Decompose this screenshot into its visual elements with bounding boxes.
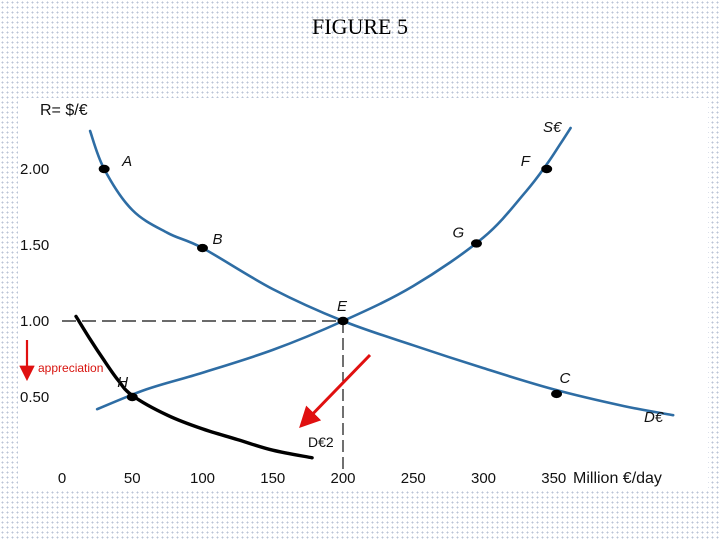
point-b [197,243,208,253]
y-tick-label: 2.00 [20,161,49,178]
point-a [98,164,110,174]
slide-title: FIGURE 5 [312,14,408,39]
point-label-h: H [117,374,128,391]
y-axis-label: R= $/€ [40,102,88,119]
x-tick-label: 150 [260,470,285,487]
demand-curve [88,129,675,417]
point-label-b: B [213,231,223,248]
point-label-g: G [452,224,464,241]
point-g [470,239,482,248]
x-tick-label: 200 [330,470,355,487]
y-tick-label: 1.50 [20,237,49,254]
demand-shift-arrow [299,353,372,429]
point-label-f: F [521,153,531,170]
point-label-e: E [337,298,348,315]
supply-curve [95,126,572,411]
x-tick-label: 50 [124,470,141,487]
shifted-demand-label: D€2 [308,434,334,450]
point-e [337,316,349,326]
x-tick-label: 250 [401,470,426,487]
point-c [551,389,563,399]
x-tick-label: 300 [471,470,496,487]
y-tick-label: 0.50 [20,389,49,406]
point-label-c: C [560,370,571,387]
y-tick-label: 1.00 [20,313,49,330]
chart-panel: 0 50 100 150 200 250 300 350 0.50 1.00 1.50 2.00 A B… [18,98,708,490]
point-label-a: A [121,153,132,170]
supply-curve-label: S€ [543,119,562,136]
point-f [541,164,553,174]
x-tick-label: 0 [58,470,66,487]
point-h [126,392,138,402]
x-tick-label: 100 [190,470,215,487]
appreciation-label: appreciation [38,361,103,375]
shifted-demand-curve [74,314,314,460]
demand-curve-label: D€ [644,409,664,426]
x-axis-label: Million €/day [573,470,662,487]
exchange-rate-chart: 0 50 100 150 200 250 300 350 0.50 1.00 1.50 2.00 A B… [19,102,675,487]
x-tick-label: 350 [541,470,566,487]
